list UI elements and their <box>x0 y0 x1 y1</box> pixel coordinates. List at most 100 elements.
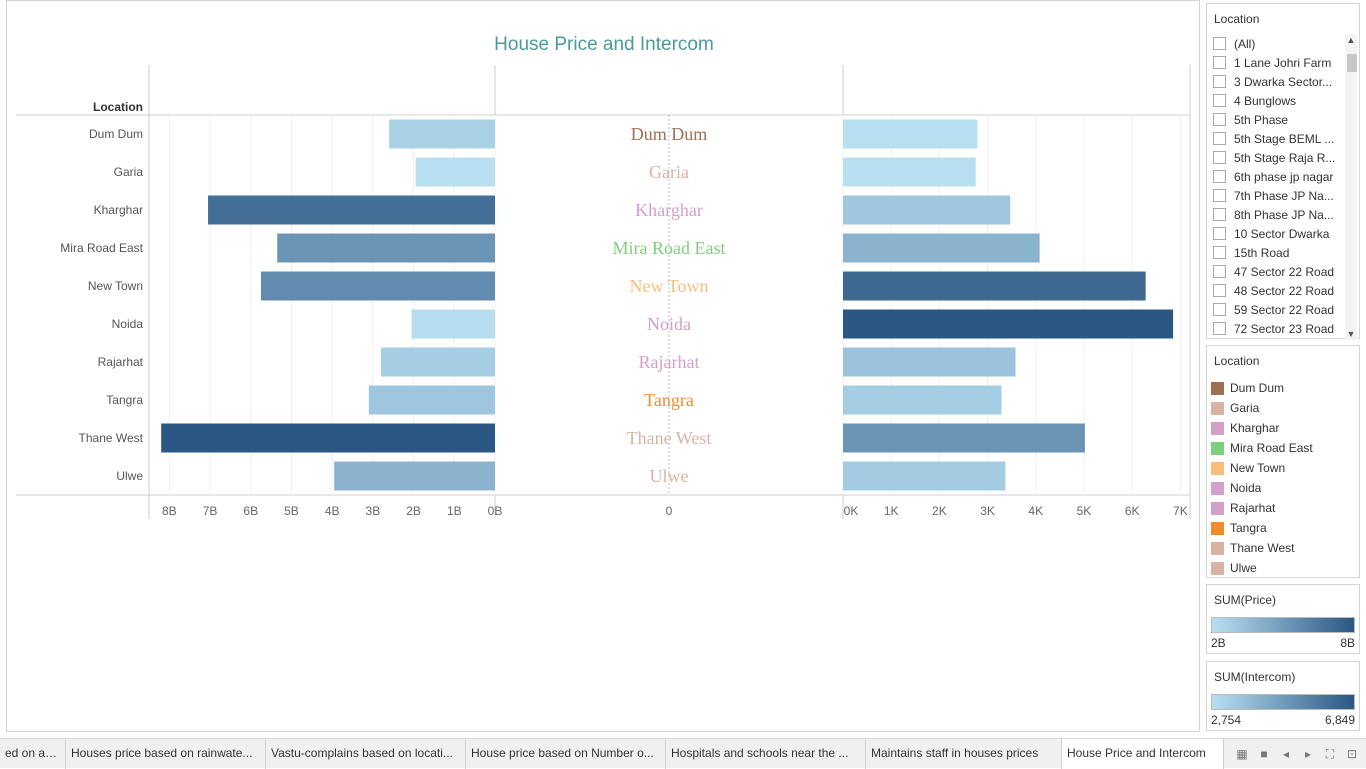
center-location-label: Kharghar <box>635 200 703 220</box>
filter-item[interactable]: (All) <box>1213 34 1345 53</box>
checkbox[interactable] <box>1213 37 1226 50</box>
tab-vastu[interactable]: Vastu-complains based on locati... <box>266 739 466 769</box>
filter-item[interactable]: 72 Sector 23 Road <box>1213 319 1345 338</box>
tab-hospitals-schools[interactable]: Hospitals and schools near the ... <box>666 739 866 769</box>
filter-item[interactable]: 59 Sector 22 Road <box>1213 300 1345 319</box>
price-bar[interactable] <box>415 157 495 187</box>
filter-item[interactable]: 5th Stage Raja R... <box>1213 148 1345 167</box>
filter-scrollbar[interactable]: ▲ ▼ <box>1345 34 1357 340</box>
price-axis-tick: 8B <box>162 504 177 518</box>
grid-view-icon[interactable]: ■ <box>1260 747 1268 761</box>
legend-item[interactable]: Thane West <box>1211 538 1313 558</box>
filter-item[interactable]: 4 Bunglows <box>1213 91 1345 110</box>
legend-item[interactable]: Ulwe <box>1211 558 1313 578</box>
next-sheet-icon[interactable]: ▸ <box>1304 747 1312 761</box>
checkbox[interactable] <box>1213 132 1226 145</box>
intercom-bar[interactable] <box>843 347 1016 377</box>
legend-item[interactable]: Kharghar <box>1211 418 1313 438</box>
legend-swatch <box>1211 421 1224 435</box>
tab-area[interactable]: ed on are... <box>0 739 66 769</box>
location-filter-panel: Location (All) 1 Lane Johri Farm 3 Dwarka … <box>1206 3 1360 340</box>
legend-item[interactable]: Garia <box>1211 398 1313 418</box>
legend-item-label: Kharghar <box>1230 421 1280 435</box>
center-location-label: Noida <box>647 314 691 334</box>
price-bar[interactable] <box>368 385 495 415</box>
intercom-bar[interactable] <box>843 309 1174 339</box>
filter-item[interactable]: 8th Phase JP Na... <box>1213 205 1345 224</box>
intercom-bar[interactable] <box>843 461 1006 491</box>
checkbox[interactable] <box>1213 56 1226 69</box>
filter-item-label: (All) <box>1234 36 1256 51</box>
tab-house-price-intercom[interactable]: House Price and Intercom <box>1062 739 1224 769</box>
price-bar[interactable] <box>334 461 495 491</box>
price-bar[interactable] <box>411 309 495 339</box>
legend-swatch <box>1211 541 1224 555</box>
price-bar[interactable] <box>277 233 495 263</box>
checkbox[interactable] <box>1213 246 1226 259</box>
legend-item[interactable]: Noida <box>1211 478 1313 498</box>
scroll-thumb[interactable] <box>1347 54 1357 72</box>
intercom-bar[interactable] <box>843 119 978 149</box>
legend-item[interactable]: Mira Road East <box>1211 438 1313 458</box>
checkbox[interactable] <box>1213 208 1226 221</box>
price-bar[interactable] <box>208 195 495 225</box>
price-bar[interactable] <box>381 347 495 377</box>
legend-item-label: New Town <box>1230 461 1286 475</box>
intercom-legend-title: SUM(Intercom) <box>1214 670 1296 684</box>
filter-item[interactable]: 10 Sector Dwarka <box>1213 224 1345 243</box>
checkbox[interactable] <box>1213 322 1226 335</box>
filter-item[interactable]: 47 Sector 22 Road <box>1213 262 1345 281</box>
price-legend-max: 8B <box>1340 636 1355 650</box>
intercom-bar[interactable] <box>843 233 1040 263</box>
checkbox[interactable] <box>1213 170 1226 183</box>
price-bar[interactable] <box>161 423 495 453</box>
legend-swatch <box>1211 521 1224 535</box>
presentation-icon[interactable]: ⊡ <box>1346 747 1358 761</box>
checkbox[interactable] <box>1213 227 1226 240</box>
filter-item[interactable]: 3 Dwarka Sector... <box>1213 72 1345 91</box>
filter-item[interactable]: 5th Stage BEML ... <box>1213 129 1345 148</box>
filter-item[interactable]: 7th Phase JP Na... <box>1213 186 1345 205</box>
checkbox[interactable] <box>1213 284 1226 297</box>
checkbox[interactable] <box>1213 94 1226 107</box>
intercom-bar[interactable] <box>843 423 1085 453</box>
filter-item-label: 48 Sector 22 Road <box>1234 283 1335 298</box>
tab-rainwater[interactable]: Houses price based on rainwate... <box>66 739 266 769</box>
row-label: Garia <box>114 165 144 179</box>
price-bar[interactable] <box>389 119 495 149</box>
checkbox[interactable] <box>1213 151 1226 164</box>
legend-item[interactable]: Dum Dum <box>1211 378 1313 398</box>
checkbox[interactable] <box>1213 113 1226 126</box>
tab-maintains-staff[interactable]: Maintains staff in houses prices <box>866 739 1062 769</box>
legend-swatch <box>1211 461 1224 475</box>
tab-number-of[interactable]: House price based on Number o... <box>466 739 666 769</box>
legend-item[interactable]: Rajarhat <box>1211 498 1313 518</box>
filter-item-label: 5th Stage Raja R... <box>1234 150 1336 165</box>
checkbox[interactable] <box>1213 265 1226 278</box>
filter-item-label: 47 Sector 22 Road <box>1234 264 1335 279</box>
legend-item-label: Dum Dum <box>1230 381 1285 395</box>
scroll-up-icon[interactable]: ▲ <box>1346 35 1356 45</box>
checkbox[interactable] <box>1213 189 1226 202</box>
intercom-bar[interactable] <box>843 385 1002 415</box>
checkbox[interactable] <box>1213 75 1226 88</box>
legend-item[interactable]: Tangra <box>1211 518 1313 538</box>
filmstrip-icon[interactable]: ▦ <box>1236 747 1248 761</box>
legend-item[interactable]: New Town <box>1211 458 1313 478</box>
intercom-bar[interactable] <box>843 195 1011 225</box>
price-bar[interactable] <box>260 271 495 301</box>
filter-item[interactable]: 6th phase jp nagar <box>1213 167 1345 186</box>
legend-list: Dum Dum Garia Kharghar Mira Road East New To… <box>1211 378 1313 578</box>
legend-swatch <box>1211 481 1224 495</box>
fullscreen-icon[interactable]: ⛶ <box>1325 747 1335 761</box>
intercom-bar[interactable] <box>843 271 1146 301</box>
checkbox[interactable] <box>1213 303 1226 316</box>
intercom-bar[interactable] <box>843 157 976 187</box>
filter-item[interactable]: 1 Lane Johri Farm <box>1213 53 1345 72</box>
scroll-down-icon[interactable]: ▼ <box>1346 329 1356 339</box>
filter-item[interactable]: 15th Road <box>1213 243 1345 262</box>
prev-sheet-icon[interactable]: ◂ <box>1282 747 1290 761</box>
price-axis-tick: 5B <box>284 504 299 518</box>
filter-item[interactable]: 48 Sector 22 Road <box>1213 281 1345 300</box>
filter-item[interactable]: 5th Phase <box>1213 110 1345 129</box>
